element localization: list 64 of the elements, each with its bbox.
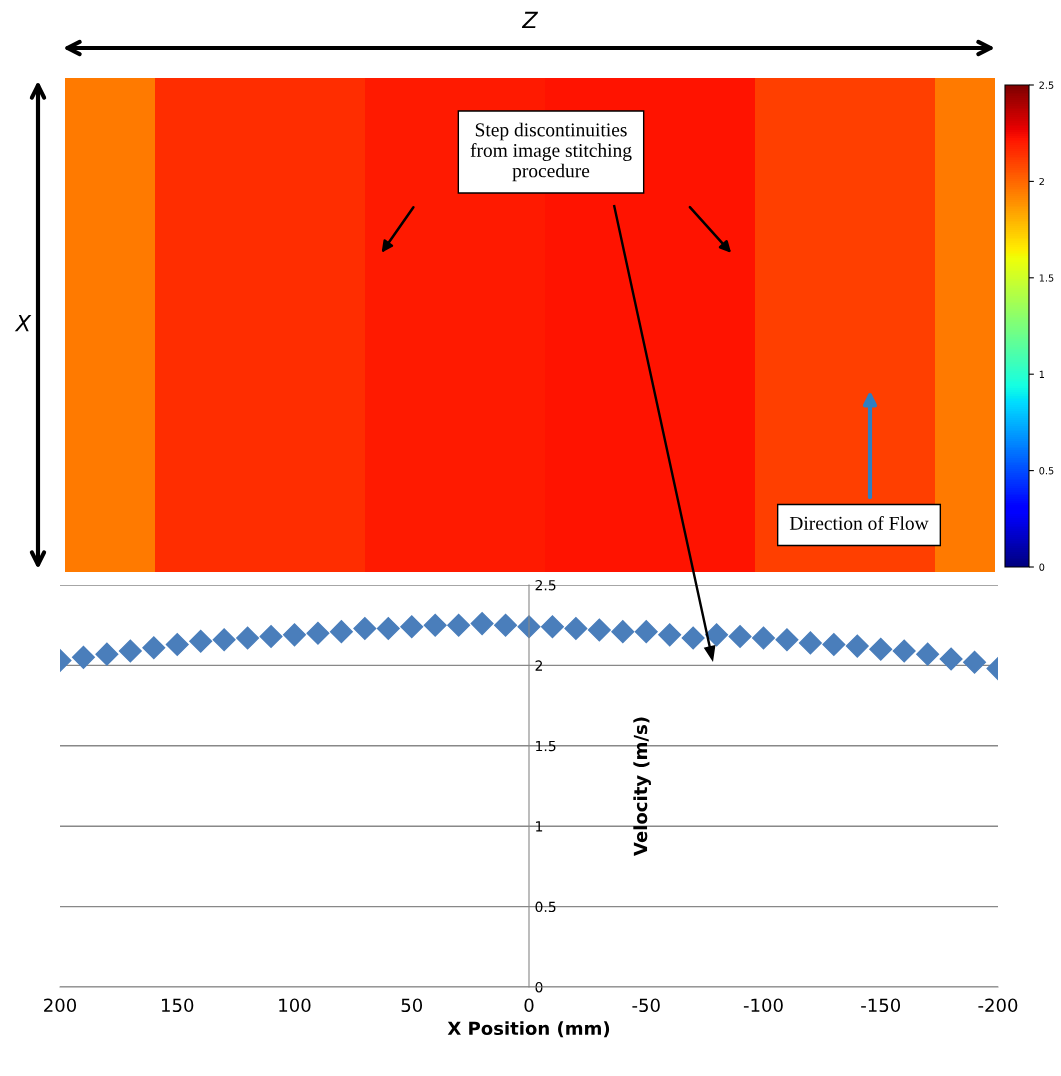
y-axis-title: X bbox=[14, 314, 32, 332]
y-tick-label: 1 bbox=[536, 821, 543, 832]
x-tick-label: -50 bbox=[632, 998, 660, 1013]
color-bar-label: 1.5 bbox=[1039, 274, 1054, 282]
y-tick-label: 2.5 bbox=[535, 579, 556, 591]
y-tick-label: 1.5 bbox=[536, 740, 556, 752]
y-tick-label: 2 bbox=[535, 660, 542, 671]
x-axis-title: X Position (mm) bbox=[447, 1021, 610, 1038]
x-tick-label: 150 bbox=[162, 998, 194, 1013]
point bbox=[752, 626, 775, 650]
point bbox=[681, 626, 705, 650]
point bbox=[95, 642, 119, 666]
point bbox=[845, 634, 869, 658]
point bbox=[470, 612, 494, 636]
point bbox=[822, 632, 846, 656]
point bbox=[353, 616, 377, 640]
point bbox=[540, 615, 564, 639]
color-bar-label: 1 bbox=[1039, 370, 1045, 378]
point bbox=[259, 624, 283, 648]
point bbox=[775, 628, 799, 652]
y-tick-label: 0 bbox=[535, 981, 543, 993]
point bbox=[916, 642, 940, 666]
point bbox=[634, 620, 658, 644]
point bbox=[283, 623, 306, 647]
point bbox=[658, 623, 682, 647]
point bbox=[869, 637, 893, 661]
point bbox=[798, 631, 822, 655]
color-bar-label: 2 bbox=[1039, 177, 1044, 186]
color-bar-label: 0 bbox=[1039, 563, 1045, 571]
y-tick-label: 0.5 bbox=[535, 901, 556, 913]
x-tick-label: 200 bbox=[44, 998, 77, 1013]
point bbox=[447, 613, 471, 637]
color-bar-label: 0.5 bbox=[1039, 467, 1054, 475]
point bbox=[705, 623, 729, 647]
point bbox=[611, 620, 635, 644]
point bbox=[564, 616, 588, 640]
y-axis-title: Velocity (m/s) bbox=[633, 717, 651, 856]
point bbox=[494, 613, 518, 637]
x-tick-label: -150 bbox=[861, 998, 901, 1013]
point bbox=[118, 639, 142, 663]
x-tick-label: 50 bbox=[401, 998, 423, 1013]
point bbox=[236, 626, 260, 650]
point bbox=[306, 621, 330, 645]
point bbox=[423, 613, 447, 637]
point bbox=[400, 615, 424, 639]
x-tick-label: -100 bbox=[743, 998, 783, 1013]
point bbox=[165, 632, 189, 656]
point bbox=[963, 650, 987, 674]
annotation: Direction of Flow bbox=[789, 515, 929, 530]
point bbox=[939, 647, 963, 671]
x-tick-label: 100 bbox=[279, 998, 311, 1013]
point bbox=[329, 620, 353, 644]
annotation: Step discontinuities from image stitching procedure bbox=[470, 122, 632, 182]
point bbox=[212, 628, 236, 652]
color-bar-label: 2.5 bbox=[1039, 81, 1054, 89]
x-tick-label: -200 bbox=[978, 998, 1018, 1013]
point bbox=[71, 645, 95, 669]
point bbox=[376, 616, 400, 640]
point bbox=[142, 636, 166, 660]
x-axis-title: Z bbox=[521, 11, 539, 28]
point bbox=[587, 618, 611, 642]
point bbox=[189, 629, 213, 653]
point bbox=[892, 639, 916, 663]
point bbox=[728, 624, 752, 648]
